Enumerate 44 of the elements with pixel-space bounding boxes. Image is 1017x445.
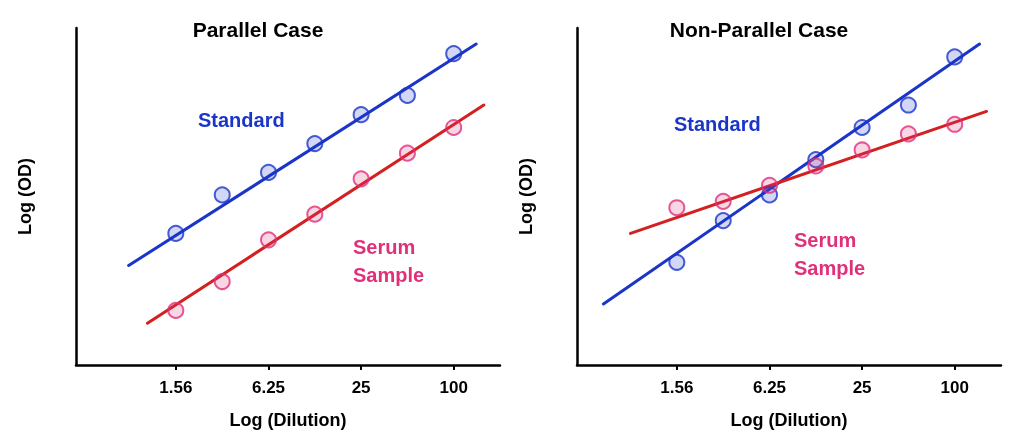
point bbox=[761, 176, 779, 194]
point bbox=[260, 163, 278, 181]
point bbox=[807, 157, 825, 175]
point bbox=[445, 45, 463, 63]
point bbox=[714, 192, 732, 210]
text: Serum Sample bbox=[794, 229, 866, 279]
chart-title: Parallel Case bbox=[192, 18, 324, 41]
x-tick-label: 100 bbox=[439, 378, 468, 397]
point bbox=[306, 205, 324, 223]
point bbox=[899, 125, 917, 143]
x-tick-label: 6.25 bbox=[251, 378, 286, 397]
x-axis-title: Log (Dilution) bbox=[730, 410, 848, 430]
point bbox=[668, 253, 686, 271]
x-tick-label: 6.25 bbox=[752, 378, 787, 397]
point bbox=[946, 48, 964, 66]
series-label: Standard bbox=[198, 109, 285, 131]
x-tick-label: 100 bbox=[940, 378, 969, 397]
point bbox=[445, 119, 463, 136]
x-tick-label: 25 bbox=[852, 378, 872, 397]
point bbox=[352, 106, 370, 124]
point bbox=[167, 224, 185, 242]
point bbox=[260, 231, 278, 249]
point bbox=[668, 199, 686, 217]
series-label: Serum Sample bbox=[353, 236, 425, 286]
point bbox=[213, 186, 231, 204]
y-axis-title: Log (OD) bbox=[15, 158, 35, 235]
point bbox=[946, 115, 964, 133]
point bbox=[899, 96, 917, 114]
x-tick-label: 1.56 bbox=[159, 378, 193, 397]
point bbox=[853, 119, 871, 136]
x-tick-label: 1.56 bbox=[660, 378, 694, 397]
point bbox=[213, 273, 231, 291]
chart-title: Non-Parallel Case bbox=[669, 18, 849, 41]
y-axis-title: Log (OD) bbox=[516, 158, 536, 235]
point bbox=[853, 141, 871, 159]
x-tick-label: 25 bbox=[351, 378, 371, 397]
point bbox=[352, 170, 370, 188]
point bbox=[306, 135, 324, 153]
point bbox=[398, 144, 416, 162]
point bbox=[398, 86, 416, 104]
text: Standard bbox=[674, 113, 761, 135]
point bbox=[714, 212, 732, 230]
x-axis-title: Log (Dilution) bbox=[229, 410, 347, 430]
point bbox=[167, 301, 185, 319]
